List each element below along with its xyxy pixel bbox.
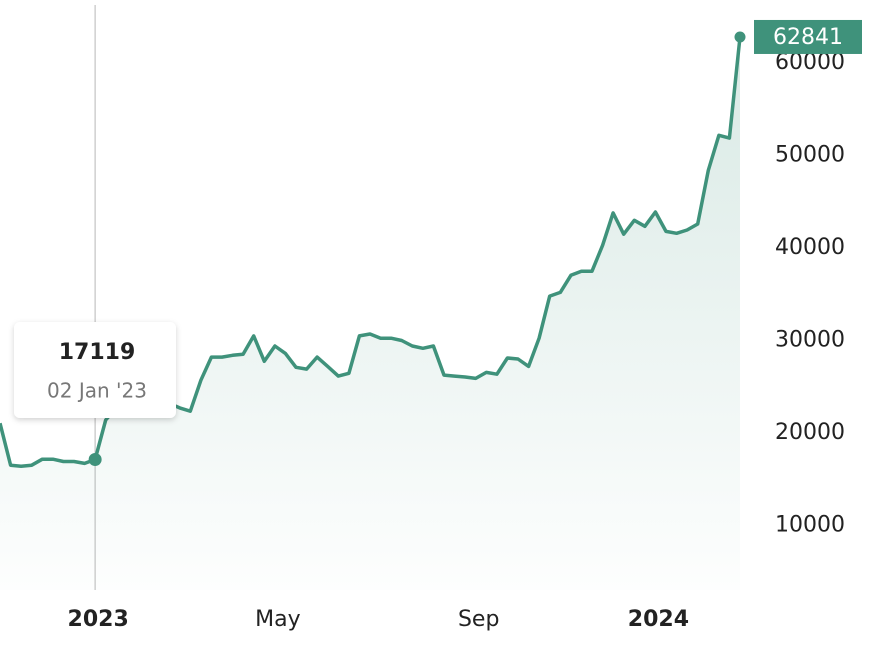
last-point <box>734 31 746 43</box>
x-tick-label: Sep <box>458 607 499 632</box>
y-tick-label: 20000 <box>775 420 845 445</box>
x-tick-label: 2024 <box>628 607 689 632</box>
plot: 10000 20000 30000 40000 50000 60000 2023 May Sep… <box>0 5 862 632</box>
y-tick-label: 30000 <box>775 327 845 352</box>
y-tick-label: 40000 <box>775 235 845 260</box>
x-tick-label: 2023 <box>68 607 129 632</box>
tooltip: 17119 02 Jan '23 <box>14 322 176 467</box>
tooltip-date: 02 Jan '23 <box>47 379 147 403</box>
area <box>0 37 740 590</box>
y-tick-label: 50000 <box>775 143 845 168</box>
y-tick-label: 60000 <box>775 50 845 75</box>
x-tick-label: May <box>255 607 300 632</box>
tooltip-box <box>14 322 176 418</box>
y-tick-label: 10000 <box>775 512 845 537</box>
tooltip-value: 17119 <box>59 340 136 365</box>
hover-point <box>88 453 102 467</box>
last-value-label: 62841 <box>773 25 843 50</box>
last-value-box <box>754 19 862 54</box>
